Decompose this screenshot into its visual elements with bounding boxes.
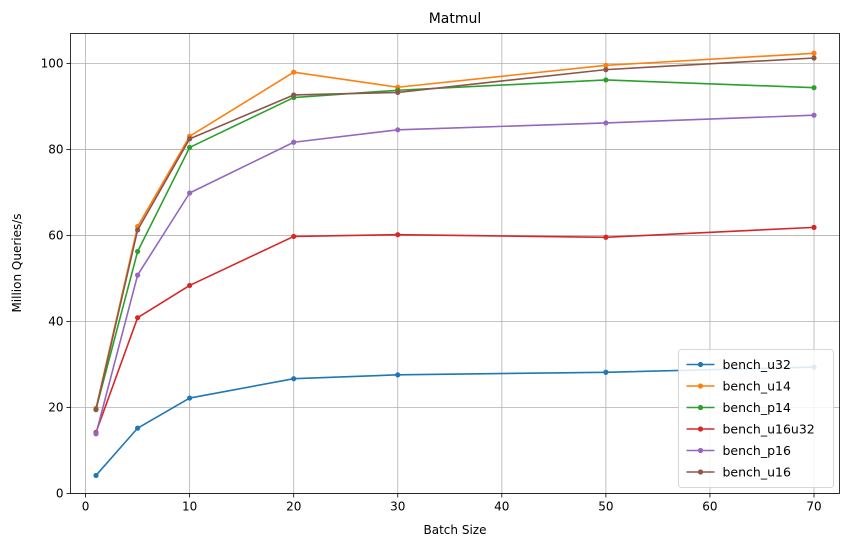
legend-item: bench_u16u32	[686, 422, 815, 437]
series-layer	[93, 50, 817, 479]
y-tick-label: 20	[48, 401, 63, 415]
data-point-bench_p14	[135, 248, 141, 255]
data-point-bench_p16	[603, 120, 609, 126]
x-tick-label: 60	[702, 500, 717, 514]
y-tick-label: 60	[48, 229, 63, 243]
data-point-bench_u16u32	[291, 233, 297, 240]
data-point-bench_p16	[187, 190, 193, 196]
data-point-bench_u32	[291, 376, 297, 382]
x-tick-label: 0	[82, 500, 90, 514]
legend-item: bench_p16	[686, 443, 791, 458]
series-bench_u16u32	[93, 224, 817, 436]
data-point-bench_u16u32	[135, 315, 141, 321]
legend-item: bench_u32	[686, 357, 791, 372]
data-point-bench_p16	[811, 112, 817, 118]
data-point-bench_p14	[811, 85, 817, 91]
y-tick-label: 40	[48, 315, 63, 329]
y-tick-label: 0	[56, 487, 64, 501]
data-point-bench_u16u32	[395, 232, 401, 238]
data-point-bench_u16	[291, 92, 297, 98]
y-tick-label: 100	[41, 57, 64, 71]
legend-item: bench_u14	[686, 379, 791, 394]
legend-marker	[697, 383, 704, 389]
data-point-bench_u16	[93, 407, 99, 413]
data-point-bench_u32	[93, 472, 99, 479]
legend-marker	[697, 404, 704, 411]
data-point-bench_u16	[135, 227, 141, 233]
legend-box	[678, 349, 834, 488]
data-point-bench_p16	[135, 272, 141, 278]
legend-marker	[697, 361, 704, 368]
y-tick-label: 80	[48, 143, 63, 157]
x-tick-label: 20	[286, 500, 301, 514]
legend-label: bench_u32	[723, 357, 791, 372]
data-point-bench_u16	[811, 55, 817, 61]
data-point-bench_u16	[395, 89, 401, 95]
legend-label: bench_u16u32	[723, 422, 815, 437]
legend-item: bench_p14	[686, 400, 791, 415]
data-point-bench_p14	[603, 77, 609, 83]
legend-item: bench_u16	[686, 465, 791, 480]
data-point-bench_p16	[291, 139, 297, 145]
legend-label: bench_u14	[723, 379, 791, 394]
x-tick-label: 10	[182, 500, 197, 514]
data-point-bench_u14	[603, 62, 609, 68]
data-point-bench_u32	[603, 369, 609, 375]
data-point-bench_u16	[603, 67, 609, 73]
axes: 0 10 20 30 40 50 60 70 0 20 40 60 80 100	[41, 57, 822, 514]
y-axis-label: Million Queries/s	[10, 213, 24, 312]
x-tick-label: 40	[494, 500, 509, 514]
series-bench_u16	[93, 55, 817, 413]
data-point-bench_u32	[135, 425, 141, 431]
x-tick-label: 70	[806, 500, 821, 514]
legend-label: bench_p14	[723, 400, 791, 415]
chart-title: Matmul	[429, 11, 482, 27]
legend-marker	[697, 469, 704, 475]
data-point-bench_u32	[187, 395, 193, 401]
data-point-bench_u14	[291, 69, 297, 75]
data-point-bench_u16u32	[603, 234, 609, 240]
data-point-bench_p16	[93, 431, 99, 437]
plot-frame	[70, 33, 840, 494]
x-tick-label: 30	[390, 500, 405, 514]
data-point-bench_u14	[811, 50, 817, 56]
series-bench_p16	[93, 112, 817, 437]
data-point-bench_u16u32	[811, 224, 817, 230]
data-point-bench_p16	[395, 127, 401, 133]
data-point-bench_u32	[395, 372, 401, 378]
legend-marker	[697, 447, 704, 454]
x-tick-label: 50	[598, 500, 613, 514]
legend-marker	[697, 426, 704, 432]
legend-label: bench_p16	[723, 443, 791, 458]
data-point-bench_p14	[187, 144, 193, 151]
x-axis-label: Batch Size	[424, 523, 487, 537]
data-point-bench_u16	[187, 136, 193, 142]
legend-label: bench_u16	[723, 465, 791, 480]
data-point-bench_u16u32	[187, 282, 193, 289]
legend: bench_u32 bench_u14 bench_p14 bench_u16u32b…	[678, 349, 834, 488]
